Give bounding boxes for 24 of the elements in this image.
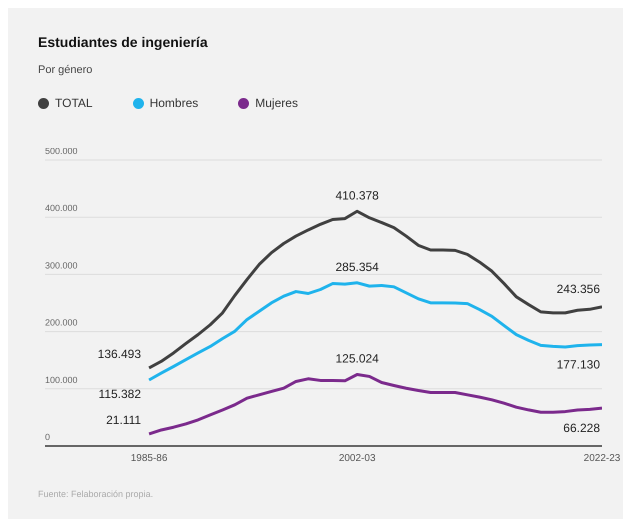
source-note: Fuente: Felaboración propia. (38, 489, 154, 499)
y-tick-label: 0 (45, 432, 50, 442)
y-tick-label: 500.000 (45, 146, 78, 156)
data-label: 136.493 (98, 346, 142, 361)
data-label: 285.354 (335, 260, 380, 274)
x-tick-label: 2022-23 (584, 453, 621, 464)
data-label: 66.228 (563, 421, 600, 436)
legend-label: TOTAL (54, 96, 93, 110)
data-label: 410.378 (335, 188, 380, 202)
y-tick-label: 100.000 (45, 374, 78, 385)
x-tick-label: 1985-86 (130, 453, 168, 464)
data-label: 125.024 (335, 351, 380, 366)
data-label: 177.130 (556, 358, 600, 372)
y-tick-label: 400.000 (45, 203, 78, 214)
data-label: 243.356 (556, 282, 600, 296)
data-label: 115.382 (98, 387, 142, 401)
chart-subtitle: Por género (38, 64, 94, 76)
y-tick-label: 300.000 (45, 260, 78, 270)
data-label: 21.111 (106, 412, 142, 427)
legend-label: Mujeres (254, 96, 298, 110)
y-tick-label: 200.000 (45, 318, 78, 328)
x-tick-label: 2002-03 (338, 453, 376, 464)
legend-label: Hombres (148, 96, 198, 110)
chart-title: Estudiantes de ingeniería (38, 34, 209, 50)
